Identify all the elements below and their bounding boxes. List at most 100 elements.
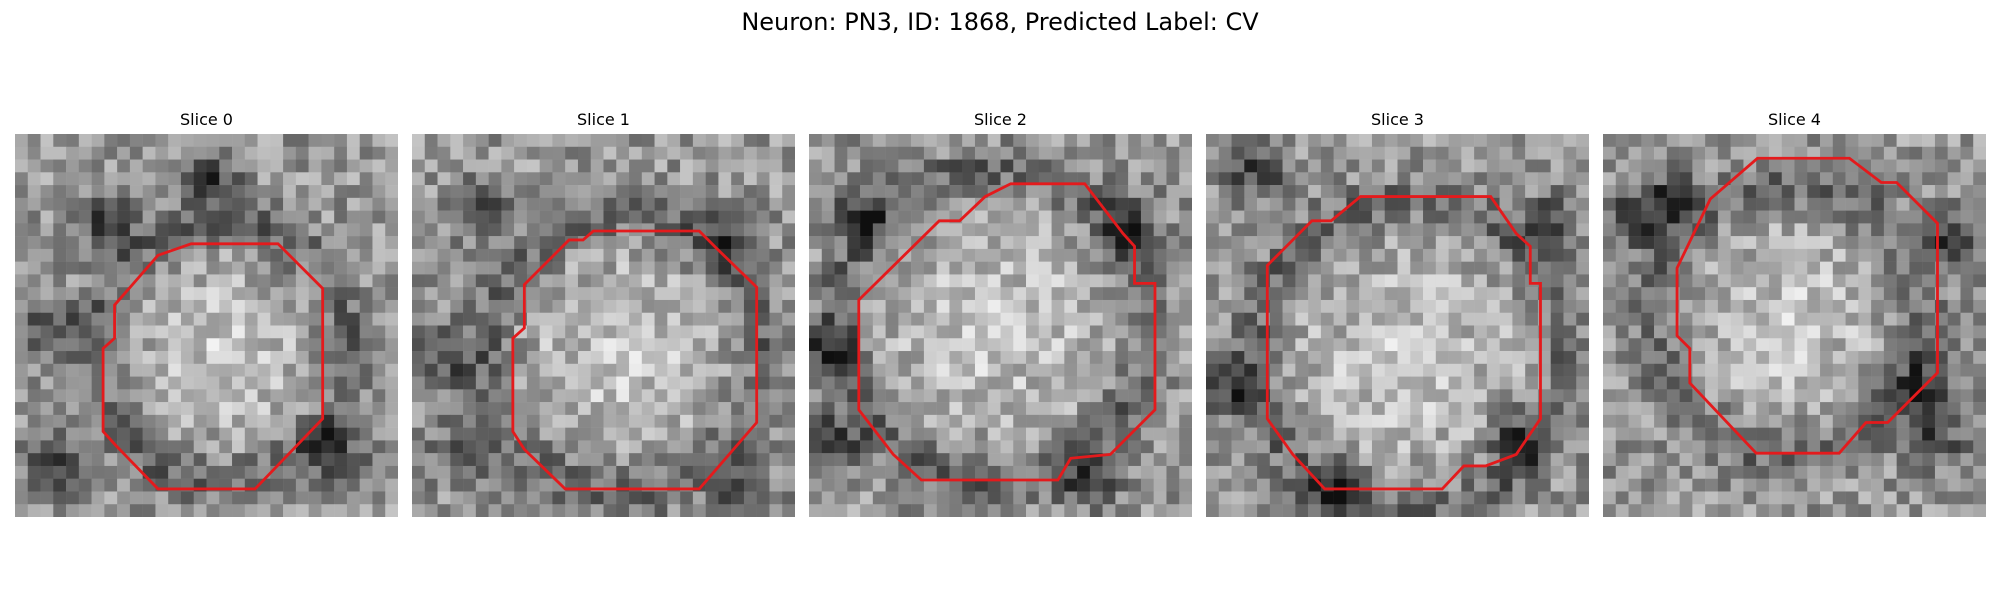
- image-pixel: [911, 376, 925, 390]
- image-pixel: [1858, 134, 1872, 148]
- image-pixel: [1231, 299, 1245, 313]
- image-pixel: [590, 414, 604, 428]
- image-pixel: [654, 134, 668, 148]
- image-pixel: [1333, 274, 1347, 288]
- image-pixel: [450, 338, 464, 352]
- image-pixel: [1603, 185, 1617, 199]
- image-pixel: [1257, 440, 1271, 454]
- image-pixel: [168, 338, 182, 352]
- image-pixel: [1346, 325, 1360, 339]
- image-pixel: [1679, 389, 1693, 403]
- image-pixel: [782, 414, 795, 428]
- image-pixel: [577, 210, 591, 224]
- image-pixel: [731, 159, 745, 173]
- image-pixel: [1448, 287, 1462, 301]
- image-pixel: [911, 363, 925, 377]
- image-pixel: [514, 402, 528, 416]
- image-pixel: [1153, 146, 1167, 160]
- image-pixel: [1397, 159, 1411, 173]
- image-pixel: [1896, 185, 1910, 199]
- image-pixel: [577, 185, 591, 199]
- image-pixel: [603, 197, 617, 211]
- image-pixel: [641, 351, 655, 365]
- image-pixel: [539, 312, 553, 326]
- image-pixel: [180, 440, 194, 454]
- image-pixel: [705, 325, 719, 339]
- image-pixel: [1756, 210, 1770, 224]
- image-pixel: [974, 440, 988, 454]
- image-pixel: [1448, 185, 1462, 199]
- image-pixel: [1973, 453, 1986, 467]
- image-pixel: [923, 363, 937, 377]
- image-pixel: [1845, 236, 1859, 250]
- image-pixel: [718, 338, 732, 352]
- image-pixel: [1102, 491, 1116, 505]
- image-pixel: [629, 197, 643, 211]
- image-pixel: [1576, 453, 1589, 467]
- image-pixel: [1166, 159, 1180, 173]
- image-pixel: [1423, 427, 1437, 441]
- image-pixel: [450, 491, 464, 505]
- image-pixel: [501, 478, 515, 492]
- image-pixel: [104, 287, 118, 301]
- image-pixel: [15, 261, 29, 275]
- image-pixel: [1474, 248, 1488, 262]
- image-pixel: [885, 465, 899, 479]
- image-pixel: [1269, 287, 1283, 301]
- image-pixel: [1654, 197, 1668, 211]
- image-pixel: [1128, 338, 1142, 352]
- image-pixel: [1871, 376, 1885, 390]
- image-pixel: [104, 197, 118, 211]
- image-pixel: [1641, 414, 1655, 428]
- contour-outline: [1675, 156, 1939, 455]
- image-pixel: [91, 172, 105, 186]
- image-pixel: [1666, 134, 1680, 148]
- image-pixel: [1525, 504, 1539, 517]
- image-pixel: [756, 223, 770, 237]
- image-pixel: [53, 351, 67, 365]
- image-pixel: [424, 389, 438, 403]
- image-pixel: [1397, 491, 1411, 505]
- image-pixel: [346, 389, 360, 403]
- image-pixel: [847, 491, 861, 505]
- image-pixel: [1603, 338, 1617, 352]
- image-pixel: [359, 248, 373, 262]
- image-pixel: [1115, 312, 1129, 326]
- image-pixel: [15, 287, 29, 301]
- image-pixel: [756, 478, 770, 492]
- image-pixel: [1179, 197, 1192, 211]
- image-pixel: [1871, 491, 1885, 505]
- image-pixel: [1051, 402, 1065, 416]
- image-pixel: [603, 338, 617, 352]
- image-pixel: [117, 478, 131, 492]
- image-pixel: [1179, 325, 1192, 339]
- image-pixel: [1448, 427, 1462, 441]
- image-pixel: [1960, 427, 1974, 441]
- image-pixel: [91, 299, 105, 313]
- image-pixel: [1269, 172, 1283, 186]
- image-pixel: [1461, 236, 1475, 250]
- image-pixel: [1499, 351, 1513, 365]
- image-pixel: [1550, 376, 1564, 390]
- image-pixel: [1410, 389, 1424, 403]
- image-pixel: [641, 325, 655, 339]
- image-pixel: [1179, 504, 1192, 517]
- image-pixel: [680, 351, 694, 365]
- image-pixel: [1257, 491, 1271, 505]
- image-pixel: [860, 427, 874, 441]
- image-pixel: [821, 185, 835, 199]
- image-pixel: [718, 274, 732, 288]
- image-pixel: [1743, 338, 1757, 352]
- image-pixel: [1435, 299, 1449, 313]
- image-pixel: [1845, 185, 1859, 199]
- image-pixel: [1871, 236, 1885, 250]
- image-pixel: [1756, 248, 1770, 262]
- image-pixel: [923, 414, 937, 428]
- image-pixel: [155, 504, 169, 517]
- image-pixel: [206, 363, 220, 377]
- image-pixel: [731, 223, 745, 237]
- image-pixel: [346, 363, 360, 377]
- image-pixel: [1218, 274, 1232, 288]
- image-pixel: [1756, 312, 1770, 326]
- image-pixel: [603, 491, 617, 505]
